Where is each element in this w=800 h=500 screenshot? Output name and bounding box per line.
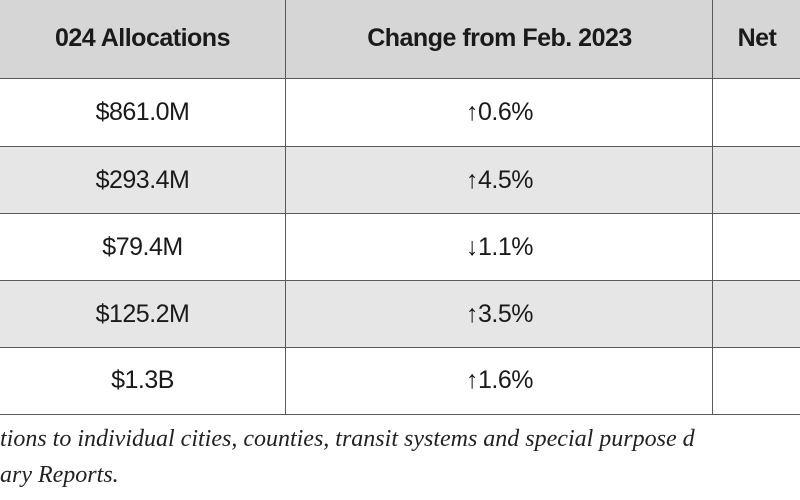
- footnote-line: ary Reports.: [0, 462, 119, 488]
- table-cell: $125.2M: [0, 280, 287, 349]
- table-cell: ↑3.5%: [285, 280, 714, 349]
- table-cell: $861.0M: [0, 78, 287, 148]
- empty-cell: [712, 347, 800, 415]
- empty-cell: [712, 146, 800, 215]
- table-cell: ↓1.1%: [285, 213, 714, 282]
- table-cell: ↑0.6%: [285, 78, 714, 148]
- table-cell: ↑4.5%: [285, 146, 714, 215]
- table-cell: ↑1.6%: [285, 347, 714, 415]
- header-cell: 024 Allocations: [0, 0, 287, 80]
- empty-cell: [712, 280, 800, 349]
- empty-cell: [712, 78, 800, 148]
- header-cell: Net: [712, 0, 800, 80]
- table-cell: $1.3B: [0, 347, 287, 415]
- table-cell: $293.4M: [0, 146, 287, 215]
- footnote-line: tions to individual cities, counties, tr…: [0, 426, 695, 452]
- table-cell: $79.4M: [0, 213, 287, 282]
- header-cell: Change from Feb. 2023: [285, 0, 714, 80]
- empty-cell: [712, 213, 800, 282]
